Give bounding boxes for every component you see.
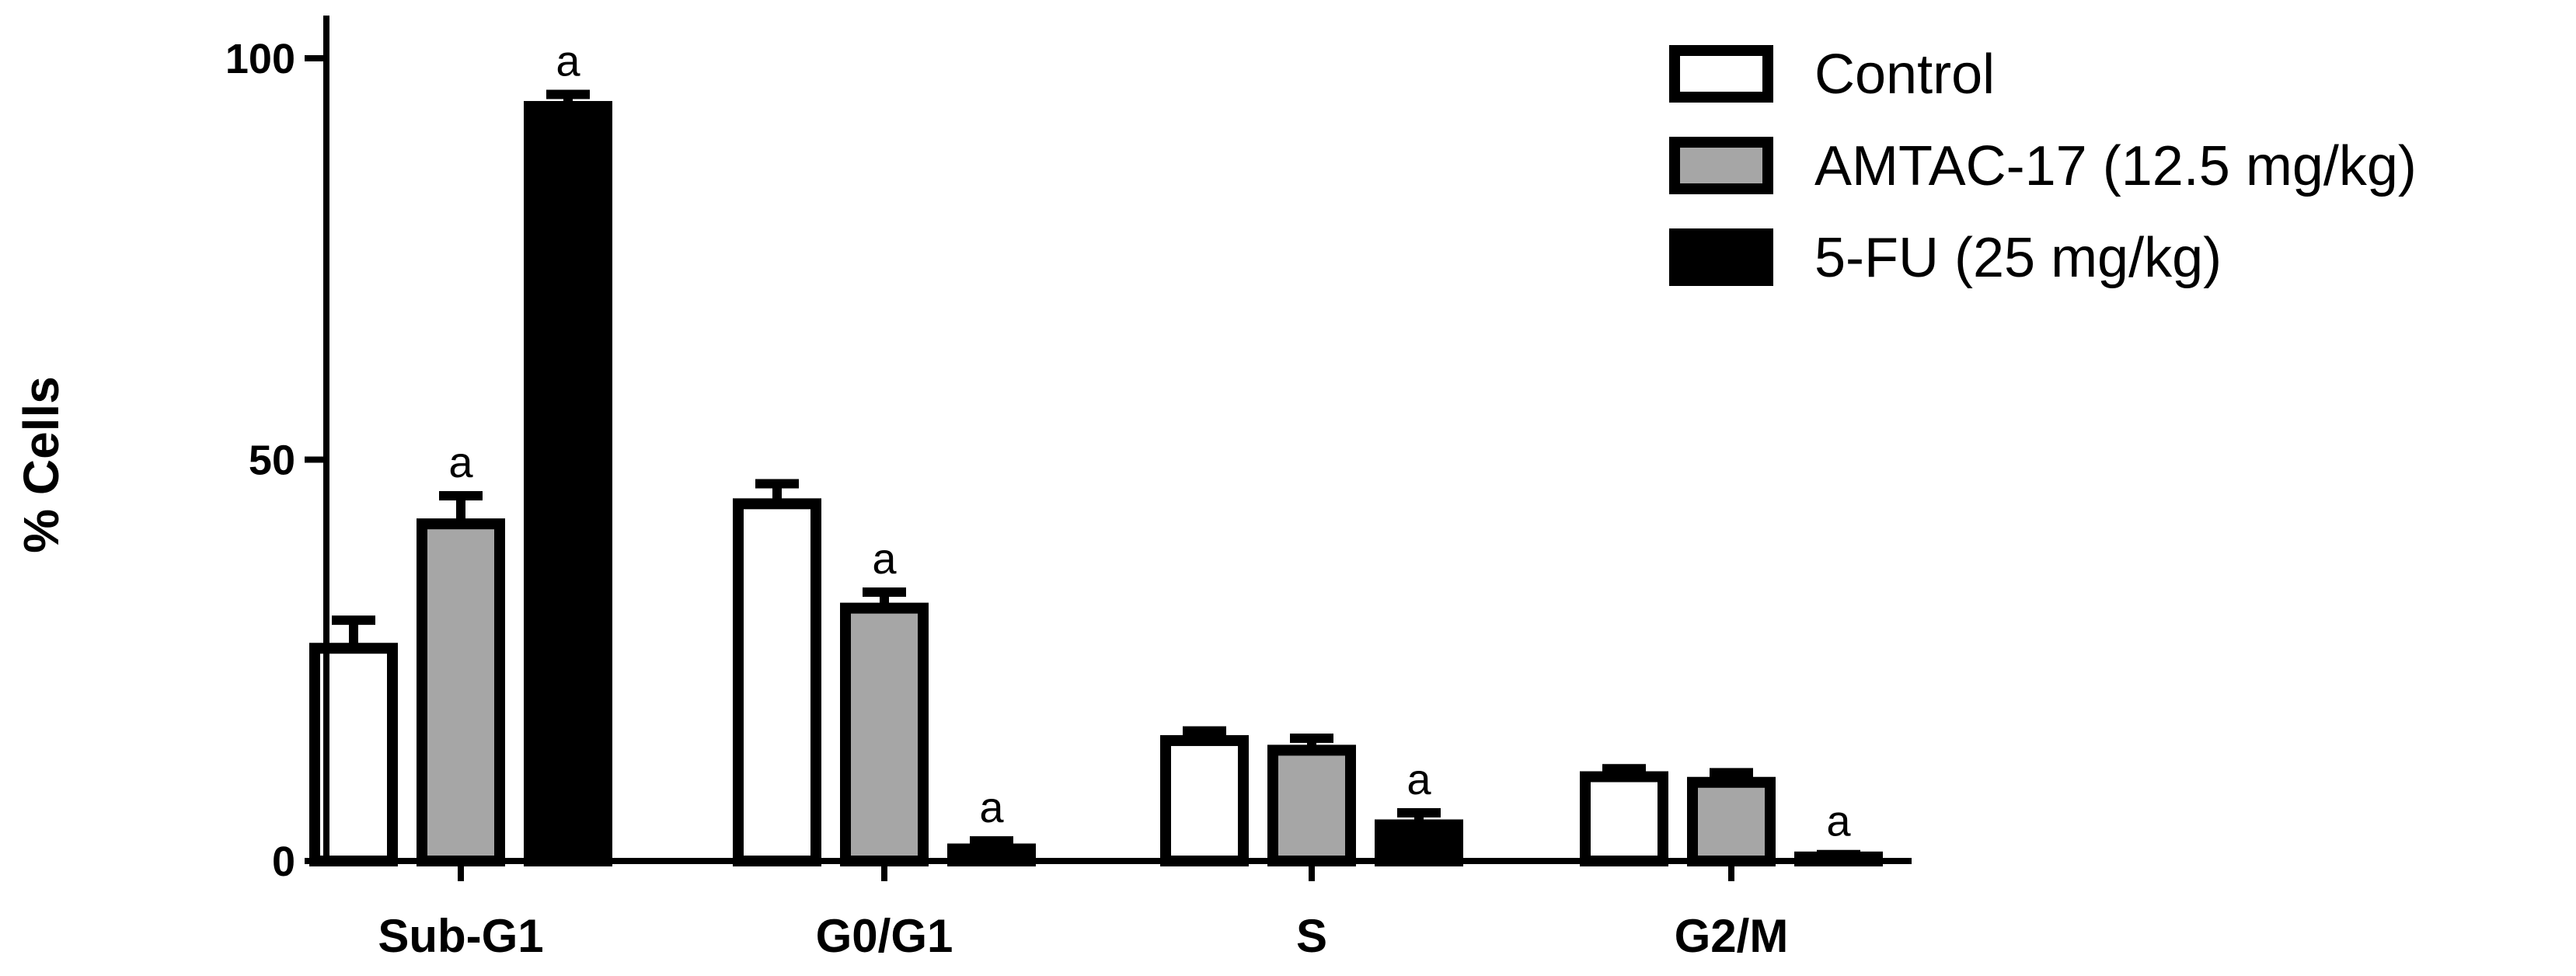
axes-layer: 0 50 100 Sub-G1 G0/G1 S G2/M % Cells — [13, 16, 1912, 962]
y-axis-title: % Cells — [13, 376, 69, 553]
bars-layer: a a a a a a — [309, 36, 1883, 867]
legend-label-2: 5-FU (25 mg/kg) — [1814, 227, 2222, 289]
legend-label-0: Control — [1814, 44, 1995, 106]
x-tick-label-2: S — [1296, 910, 1327, 962]
bar-0-1 — [733, 498, 821, 866]
bar-1-1 — [840, 602, 929, 866]
bar-1-0 — [417, 518, 505, 866]
significance-label-2-2: a — [1407, 755, 1431, 803]
bar-2-0 — [524, 100, 612, 867]
significance-label-2-3: a — [1826, 796, 1851, 845]
x-tick-label-1: G0/G1 — [816, 910, 953, 962]
bar-2-2 — [1375, 819, 1463, 867]
y-tick-label-1: 50 — [249, 437, 295, 484]
legend-swatch-0 — [1669, 45, 1773, 103]
x-tick-label-0: Sub-G1 — [378, 910, 543, 962]
y-tick-label-2: 100 — [225, 36, 295, 82]
bar-1-3 — [1687, 776, 1776, 866]
bar-1-2 — [1267, 744, 1356, 866]
significance-label-1-0: a — [448, 437, 473, 486]
legend-swatch-1 — [1669, 137, 1773, 194]
y-tick-label-0: 0 — [272, 838, 295, 885]
legend-swatch-2 — [1669, 228, 1773, 286]
significance-label-1-1: a — [872, 534, 897, 583]
bar-0-2 — [1160, 735, 1249, 866]
bar-0-3 — [1580, 771, 1668, 866]
legend-label-1: AMTAC-17 (12.5 mg/kg) — [1814, 135, 2417, 197]
legend: Control AMTAC-17 (12.5 mg/kg) 5-FU (25 mg/… — [1669, 44, 2417, 289]
x-tick-label-3: G2/M — [1675, 910, 1789, 962]
significance-label-2-1: a — [979, 783, 1004, 831]
significance-label-2-0: a — [556, 36, 580, 85]
